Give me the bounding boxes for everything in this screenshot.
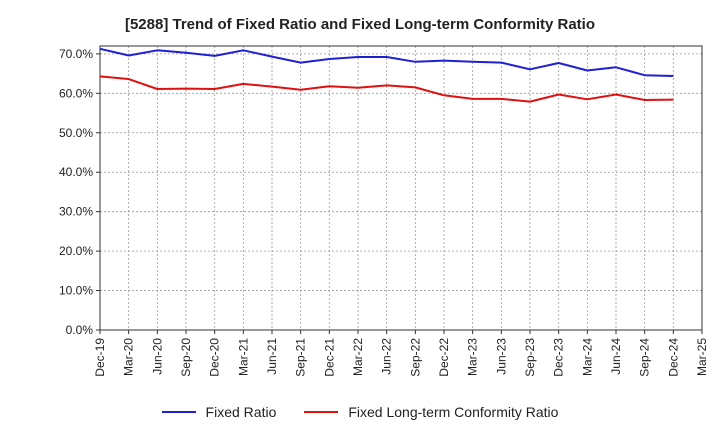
x-tick-label: Sep-22 [408,338,422,377]
y-tick-label: 60.0% [59,86,93,100]
x-tick-label: Dec-21 [322,338,336,377]
x-tick-label: Mar-23 [466,338,480,376]
x-tick-label: Sep-24 [638,338,652,377]
x-tick-label: Jun-20 [150,338,164,375]
series-lines [99,47,674,103]
y-tick-label: 50.0% [59,126,93,140]
grid-lines [100,46,702,330]
x-tick-label: Dec-23 [552,338,566,377]
y-tick-label: 20.0% [59,244,93,258]
x-tick-label: Mar-21 [236,338,250,376]
x-tick-label: Mar-24 [580,338,594,376]
legend-swatch-fixed-ratio [161,411,196,413]
x-tick-label: Mar-22 [351,338,365,376]
x-tick-label: Dec-20 [208,338,222,377]
x-tick-label: Jun-21 [265,338,279,375]
x-tick-labels: Dec-19 Mar-20 Jun-20 Sep-20 Dec-20 Mar-21 Jun-… [93,338,709,377]
legend-item-conformity-ratio: Fixed Long-term Conformity Ratio [304,404,558,420]
series-line-0 [99,47,674,77]
legend-swatch-conformity-ratio [304,411,339,413]
x-tick-label: Jun-24 [609,338,623,375]
chart-title: [5288] Trend of Fixed Ratio and Fixed Lo… [124,16,596,33]
legend-item-fixed-ratio: Fixed Ratio [161,404,277,420]
plot-frame [99,45,703,331]
legend: Fixed Ratio Fixed Long-term Conformity R… [0,404,720,420]
x-tick-label: Jun-23 [494,338,508,375]
x-tick-label: Sep-23 [523,338,537,377]
legend-label-conformity-ratio: Fixed Long-term Conformity Ratio [348,404,559,420]
y-tick-label: 40.0% [59,165,93,179]
y-tick-label: 10.0% [59,284,93,298]
y-tick-label: 30.0% [59,205,93,219]
x-tick-label: Dec-22 [437,338,451,377]
y-tick-label: 70.0% [59,47,93,61]
x-tick-label: Jun-22 [380,338,394,375]
y-tick-labels: 0.0% 10.0% 20.0% 30.0% 40.0% 50.0% 60.0% 70.0% [59,47,93,337]
legend-label-fixed-ratio: Fixed Ratio [205,404,277,420]
x-tick-label: Sep-20 [179,338,193,377]
x-tick-label: Mar-25 [695,338,709,376]
axes [96,45,703,334]
y-tick-label: 0.0% [66,323,94,337]
x-tick-label: Sep-21 [294,338,308,377]
x-tick-label: Mar-20 [122,338,136,376]
series-line-1 [99,75,674,103]
x-tick-label: Dec-19 [93,338,107,377]
x-tick-label: Dec-24 [666,338,680,377]
